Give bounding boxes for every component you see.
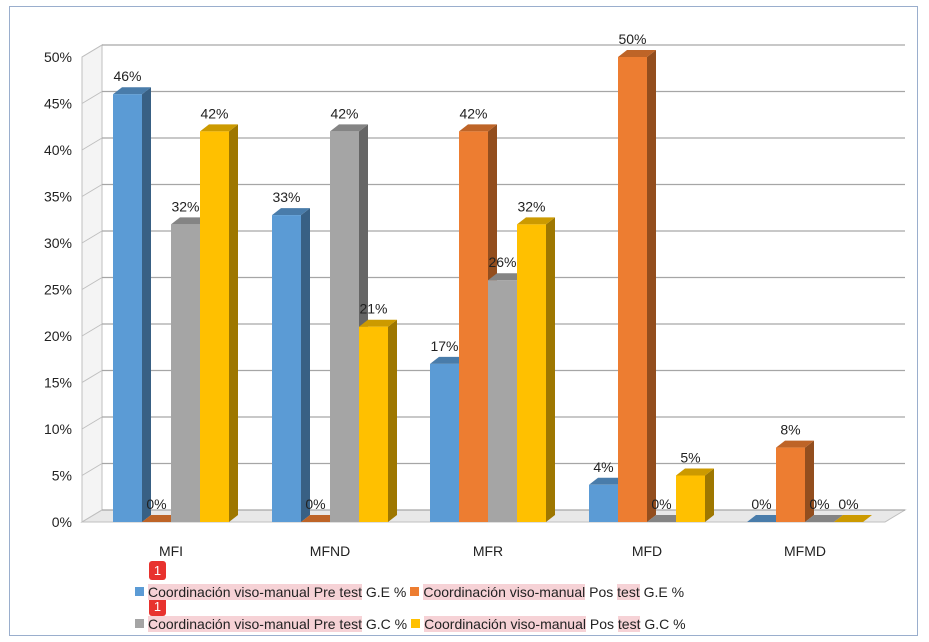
data-label: 0% <box>751 496 771 512</box>
data-label: 5% <box>680 450 700 466</box>
comment-badge[interactable]: 1 <box>149 561 166 580</box>
legend-text: Coordinación viso-manual Pre test <box>148 616 362 632</box>
legend-text: Pos <box>585 584 618 600</box>
bar <box>805 515 843 522</box>
bar <box>359 319 397 522</box>
gridline-depth <box>81 370 103 383</box>
legend-text: G.C % <box>640 616 686 632</box>
legend-entry: Coordinación viso-manual Pre test G.E % <box>135 584 406 600</box>
y-tick-label: 30% <box>44 235 72 251</box>
gridline-depth <box>81 44 103 58</box>
x-category-label: MFR <box>473 543 503 559</box>
gridline-depth <box>81 230 103 244</box>
legend-text: Coordinación viso-manual <box>423 584 586 600</box>
data-label: 0% <box>838 496 858 512</box>
legend-swatch <box>135 619 144 628</box>
legend-text: G.C % <box>362 616 408 632</box>
data-label: 33% <box>272 189 300 205</box>
y-tick-label: 45% <box>44 96 72 112</box>
data-label: 0% <box>809 496 829 512</box>
data-label: 26% <box>488 254 516 270</box>
legend-swatch <box>411 619 421 628</box>
gridline-depth <box>81 137 103 151</box>
x-category-label: MFMD <box>784 543 826 559</box>
y-tick-label: 25% <box>44 282 72 298</box>
data-label: 46% <box>113 68 141 84</box>
data-label: 50% <box>618 31 646 47</box>
data-label: 0% <box>651 496 671 512</box>
legend-text: test <box>617 584 640 600</box>
data-label: 0% <box>305 496 325 512</box>
bar-chart: 0% 5% 10% 15% 20% 25% 30% 35% 40% 45% 50% 46% 0% 32%… <box>44 31 907 559</box>
legend-row: Coordinación viso-manual Pre test G.C % C… <box>135 616 690 632</box>
gridline-depth <box>81 91 103 104</box>
gridline-depth <box>81 277 103 290</box>
legend-swatch <box>135 587 144 596</box>
legend-text: Coordinación viso-manual Pre test <box>148 584 362 600</box>
data-label: 42% <box>459 105 487 121</box>
legend-text: Coordinación viso-manual <box>424 616 586 632</box>
legend-row: Coordinación viso-manual Pre test G.E % C… <box>135 584 688 600</box>
legend-text: G.E % <box>362 584 407 600</box>
legend-text: test <box>617 616 641 632</box>
y-tick-label: 0% <box>52 514 72 530</box>
bar <box>113 87 151 522</box>
legend-swatch <box>410 587 420 596</box>
data-label: 0% <box>146 496 166 512</box>
gridline-depth <box>81 509 103 523</box>
gridline-depth <box>81 184 103 197</box>
bar <box>272 208 310 522</box>
data-label: 17% <box>430 338 458 354</box>
data-label: 21% <box>359 301 387 317</box>
legend-entry: Coordinación viso-manual Pos test G.E % <box>410 584 684 600</box>
bar <box>776 440 814 522</box>
y-axis-ticks: 0% 5% 10% 15% 20% 25% 30% 35% 40% 45% 50% <box>44 49 72 530</box>
legend-text: G.E % <box>639 584 685 600</box>
bar <box>618 50 656 522</box>
y-tick-label: 35% <box>44 189 72 205</box>
y-tick-label: 10% <box>44 421 72 437</box>
x-category-label: MFD <box>632 543 662 559</box>
bars <box>113 50 872 523</box>
legend-entry: Coordinación viso-manual Pre test G.C % <box>135 616 407 632</box>
legend-entry: Coordinación viso-manual Pos test G.C % <box>411 616 686 632</box>
x-axis-categories: MFI MFND MFR MFD MFMD <box>159 543 826 559</box>
legend-text: Pos <box>586 616 618 632</box>
bar <box>301 515 339 522</box>
data-label: 42% <box>330 105 358 121</box>
x-category-label: MFND <box>310 543 350 559</box>
bar <box>200 124 238 523</box>
y-tick-label: 40% <box>44 142 72 158</box>
gridline-depth <box>81 463 103 476</box>
bar <box>834 515 872 522</box>
bar <box>676 468 714 522</box>
y-tick-label: 20% <box>44 328 72 344</box>
bar <box>142 515 180 522</box>
gridline-depth <box>81 416 103 430</box>
data-label: 42% <box>200 105 228 121</box>
data-label: 8% <box>780 422 800 438</box>
bar <box>747 515 785 522</box>
data-label: 32% <box>517 198 545 214</box>
data-label: 32% <box>171 198 199 214</box>
y-tick-label: 15% <box>44 375 72 391</box>
comment-badge[interactable]: 1 <box>149 597 166 616</box>
bar <box>517 217 555 522</box>
y-tick-label: 5% <box>52 468 72 484</box>
y-tick-label: 50% <box>44 49 72 65</box>
data-label: 4% <box>593 459 613 475</box>
data-labels: 46% 0% 32% 42% 33% 0% 42% 21% 17% 42% 26% 32% 4% 50% 0… <box>113 31 858 512</box>
x-category-label: MFI <box>159 543 183 559</box>
gridline-depth <box>81 323 103 337</box>
bar <box>647 515 685 522</box>
